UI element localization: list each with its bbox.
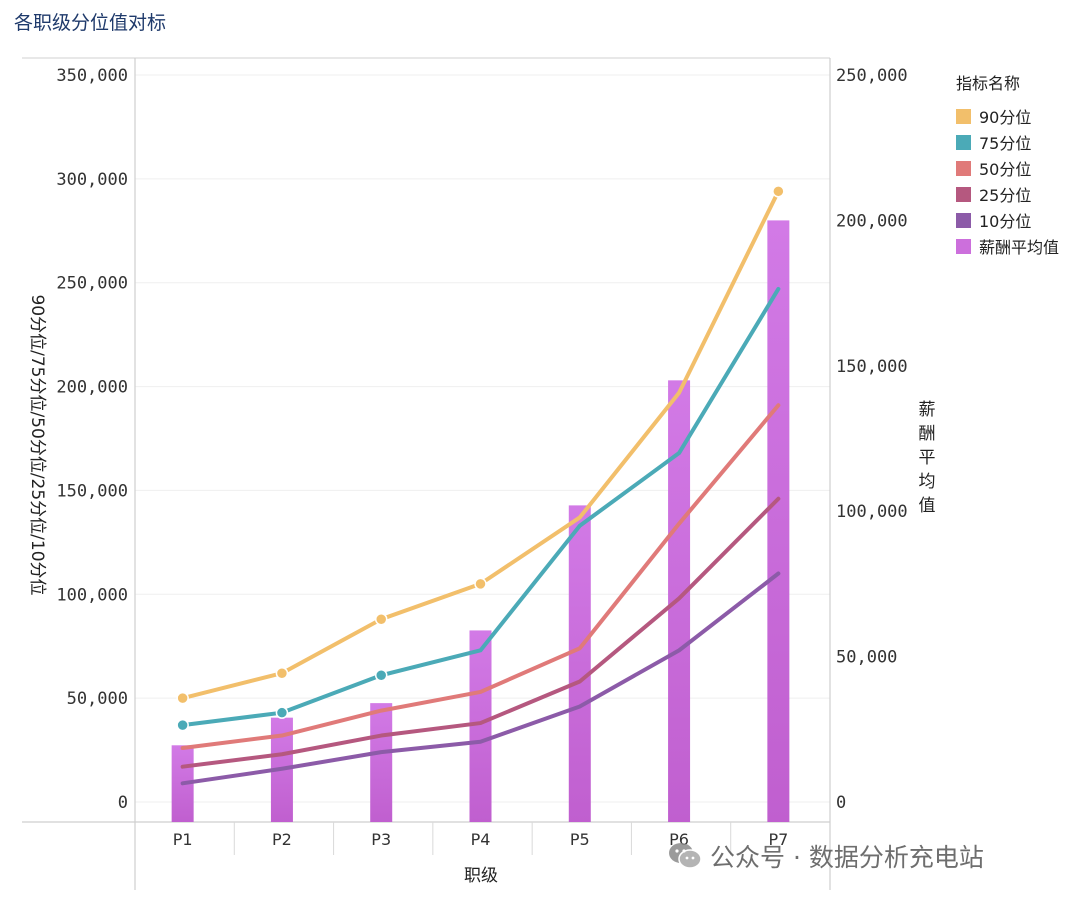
left-tick-label: 300,000 xyxy=(56,170,128,190)
chart-title: 各职级分位值对标 xyxy=(14,12,167,34)
legend-swatch xyxy=(956,134,971,150)
bar-P7 xyxy=(767,220,790,822)
legend-item[interactable]: 25分位 xyxy=(956,181,1059,207)
watermark-text: 公众号 · 数据分析充电站 xyxy=(710,843,984,872)
bar-P4 xyxy=(469,630,492,822)
left-tick-label: 150,000 xyxy=(56,481,128,501)
legend-label: 50分位 xyxy=(979,160,1032,179)
right-axis-label-char: 均 xyxy=(919,472,936,492)
point-90分位-P7 xyxy=(772,185,785,198)
left-y-axis-label: 90分位/75分位/50分位/25分位/10分位 xyxy=(27,294,47,595)
legend: 指标名称 90分位 75分位 50分位 25分位 10分位薪酬平均值 xyxy=(956,70,1059,259)
point-90分位-P4 xyxy=(474,577,487,591)
right-tick-label: 50,000 xyxy=(836,648,897,668)
legend-item[interactable]: 90分位 xyxy=(956,103,1059,129)
point-markers xyxy=(176,185,785,732)
right-axis-label-char: 薪 xyxy=(919,400,936,420)
point-75分位-P1 xyxy=(176,718,189,732)
wechat-icon xyxy=(669,843,702,869)
x-tick-label: P7 xyxy=(768,830,788,849)
legend-swatch xyxy=(956,186,971,202)
tick-labels: 0 50,000 100,000 150,000 200,000 250,000 300,0… xyxy=(56,66,907,849)
legend-swatch xyxy=(956,108,971,124)
right-tick-label: 200,000 xyxy=(836,211,908,231)
left-tick-label: 0 xyxy=(118,793,128,813)
legend-label: 90分位 xyxy=(979,108,1032,127)
legend-swatch xyxy=(956,160,971,176)
legend-item[interactable]: 薪酬平均值 xyxy=(956,233,1059,259)
x-tick-label: P4 xyxy=(471,830,491,849)
legend-title: 指标名称 xyxy=(956,74,1021,93)
right-axis-label-char: 酬 xyxy=(919,424,936,444)
x-tick-label: P1 xyxy=(173,830,193,849)
x-axis-label: 职级 xyxy=(464,866,498,886)
x-tick-label: P5 xyxy=(570,830,590,849)
right-axis-label-char: 平 xyxy=(919,448,936,468)
line-10分位 xyxy=(180,571,781,786)
legend-item[interactable]: 50分位 xyxy=(956,155,1059,181)
line-25分位 xyxy=(180,496,781,769)
legend-item[interactable]: 75分位 xyxy=(956,129,1059,155)
right-tick-label: 100,000 xyxy=(836,502,908,522)
bar-P3 xyxy=(370,703,393,822)
point-75分位-P2 xyxy=(275,706,289,719)
legend-swatch xyxy=(956,238,971,254)
left-tick-label: 250,000 xyxy=(56,274,128,294)
right-tick-label: 250,000 xyxy=(836,66,908,86)
left-tick-label: 200,000 xyxy=(56,378,128,398)
legend-label: 10分位 xyxy=(979,212,1032,231)
legend-label: 25分位 xyxy=(979,186,1032,205)
left-tick-label: 100,000 xyxy=(56,585,128,605)
bar-P5 xyxy=(568,505,591,822)
right-axis-label-char: 值 xyxy=(919,496,936,516)
x-tick-label: P2 xyxy=(272,830,292,849)
legend-label: 薪酬平均值 xyxy=(979,238,1060,257)
point-75分位-P3 xyxy=(374,669,388,682)
point-90分位-P3 xyxy=(374,612,388,626)
legend-label: 75分位 xyxy=(979,134,1032,153)
right-y-axis-label: 薪酬平均值 xyxy=(919,400,936,516)
legend-swatch xyxy=(956,212,971,228)
watermark: 公众号 · 数据分析充电站 xyxy=(668,838,984,874)
legend-item[interactable]: 10分位 xyxy=(956,207,1059,233)
right-tick-label: 0 xyxy=(836,793,846,813)
right-tick-label: 150,000 xyxy=(836,357,908,377)
x-tick-label: P3 xyxy=(371,830,391,849)
left-tick-label: 50,000 xyxy=(67,689,128,709)
plot-frame xyxy=(22,57,831,890)
point-90分位-P2 xyxy=(275,666,289,680)
point-90分位-P1 xyxy=(176,691,189,705)
left-tick-label: 350,000 xyxy=(56,66,128,86)
bar-series xyxy=(171,220,790,822)
line-50分位 xyxy=(180,403,781,750)
bar-P6 xyxy=(668,380,691,822)
